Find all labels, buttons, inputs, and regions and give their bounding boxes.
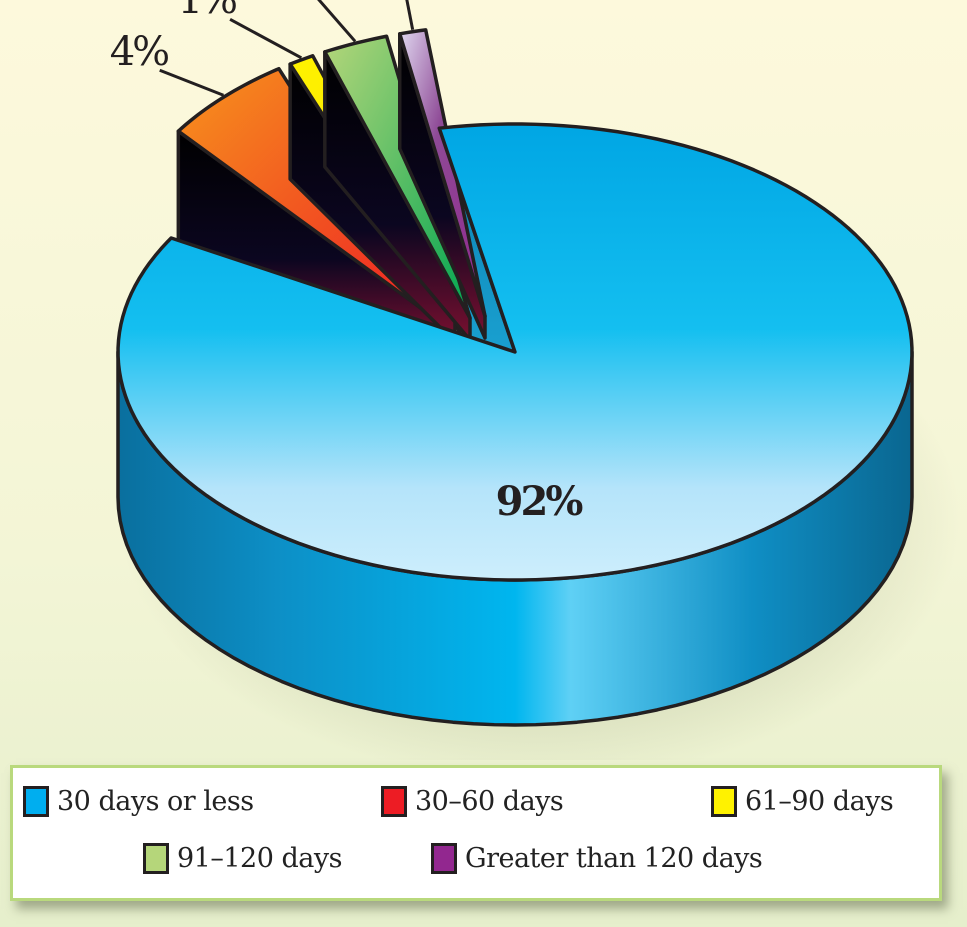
legend-item: Greater than 120 days [431,843,763,874]
leader-line-3 [405,0,415,30]
data-label-0: 4% [110,29,168,75]
legend-label: 91–120 days [177,843,342,874]
legend-swatch [143,843,169,874]
legend-label: 61–90 days [745,786,894,817]
pie-chart: 4%1%2%1%92% [110,0,960,760]
legend-item: 30–60 days [381,786,564,817]
leader-line-2 [317,0,357,43]
legend-swatch [431,843,457,874]
legend-swatch [23,786,49,817]
legend-swatch [711,786,737,817]
legend-label: 30 days or less [57,786,254,817]
data-label-2: 2% [276,0,334,1]
legend-label: Greater than 120 days [465,843,763,874]
pie-slice-greater-than-120-days [398,28,487,318]
data-label-1: 1% [178,0,236,23]
legend-item: 30 days or less [23,786,254,817]
legend-swatch [381,786,407,817]
pie-slice-91-120-days [323,34,472,320]
legend-label: 30–60 days [415,786,564,817]
legend-item: 61–90 days [711,786,894,817]
pie-slice-30-days-or-less [116,122,914,582]
legend: 30 days or less 30–60 days 61–90 days 91–12… [10,765,942,901]
data-label-92: 92% [496,478,584,525]
leader-line-0 [159,68,225,97]
legend-item: 91–120 days [143,843,342,874]
leader-line-1 [229,18,303,60]
